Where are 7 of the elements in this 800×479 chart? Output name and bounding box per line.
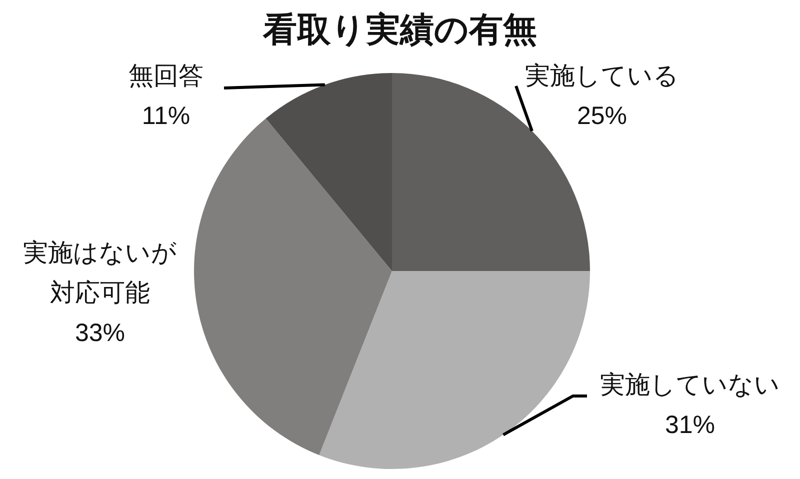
data-label: 31% — [664, 411, 716, 439]
data-label: 25% — [576, 102, 628, 130]
slice-label: 実施していない — [600, 371, 780, 399]
data-label: 11% — [142, 102, 190, 130]
slice-label: 実施している — [525, 62, 679, 90]
title: 看取り実績の有無 — [263, 11, 537, 49]
slice-label: 無回答 — [128, 62, 204, 90]
